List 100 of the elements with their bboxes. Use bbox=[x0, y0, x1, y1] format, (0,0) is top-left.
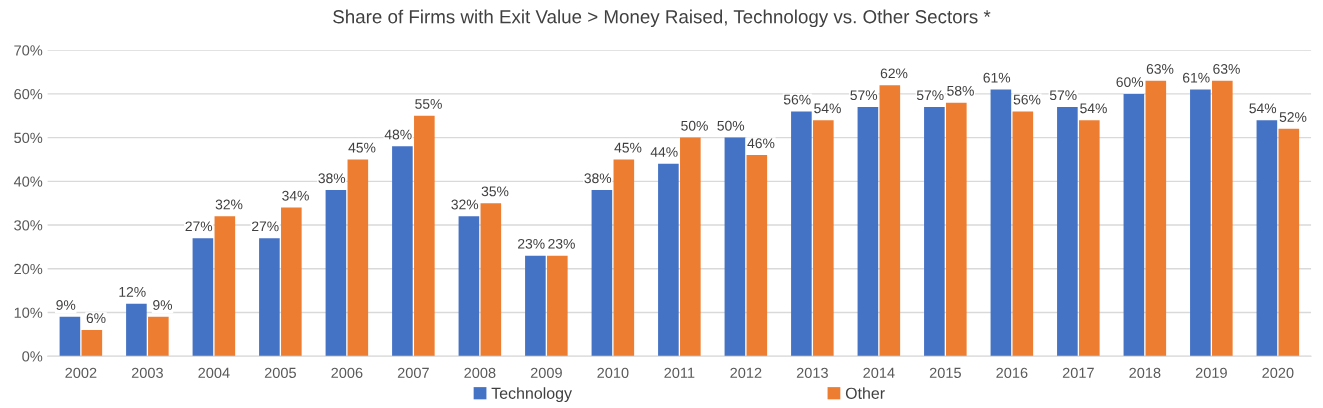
y-tick-label: 60% bbox=[14, 89, 43, 100]
data-label: 27% bbox=[252, 221, 279, 232]
bar bbox=[879, 85, 901, 357]
x-tick-label: 2011 bbox=[664, 367, 695, 379]
bar bbox=[746, 155, 768, 357]
x-tick-label: 2009 bbox=[530, 367, 562, 379]
data-label: 63% bbox=[1146, 64, 1174, 74]
bar bbox=[813, 120, 834, 357]
x-tick-label: 2019 bbox=[1195, 367, 1227, 379]
data-label: 56% bbox=[1013, 94, 1041, 105]
bar bbox=[946, 102, 967, 357]
x-tick-label: 2005 bbox=[264, 367, 296, 379]
chart-title: Share of Firms with Exit Value > Money Raised, Technology vs. Other Sectors * bbox=[333, 9, 991, 28]
x-tick-label: 2015 bbox=[929, 367, 961, 379]
x-tick-label: 2008 bbox=[464, 367, 496, 379]
data-label: 32% bbox=[215, 199, 243, 210]
data-label: 48% bbox=[384, 129, 412, 140]
x-tick-label: 2018 bbox=[1129, 367, 1161, 379]
data-label: 62% bbox=[880, 68, 908, 79]
data-label: 34% bbox=[282, 190, 309, 201]
bar bbox=[680, 137, 701, 357]
data-label: 9% bbox=[56, 300, 76, 310]
bar bbox=[148, 316, 169, 357]
data-label: 57% bbox=[1049, 90, 1077, 101]
legend-label: Other bbox=[845, 387, 885, 399]
bar bbox=[1057, 107, 1078, 357]
x-tick-label: 2006 bbox=[331, 367, 363, 379]
bar bbox=[281, 207, 302, 357]
data-label: 55% bbox=[415, 99, 442, 109]
x-tick-label: 2014 bbox=[863, 367, 895, 379]
data-label: 45% bbox=[614, 142, 642, 153]
bar bbox=[924, 107, 945, 357]
bar bbox=[392, 146, 413, 357]
bar bbox=[857, 107, 879, 357]
data-label: 57% bbox=[916, 90, 944, 101]
y-tick-label: 30% bbox=[14, 220, 43, 231]
bar bbox=[724, 137, 746, 357]
bar bbox=[192, 238, 214, 357]
data-label: 58% bbox=[947, 85, 974, 96]
x-tick-label: 2017 bbox=[1062, 367, 1094, 379]
bar bbox=[325, 190, 347, 357]
data-label: 50% bbox=[681, 120, 708, 131]
data-label: 23% bbox=[548, 238, 575, 249]
bar bbox=[480, 203, 502, 357]
bar bbox=[1278, 128, 1300, 357]
bar bbox=[1079, 120, 1100, 357]
data-label: 9% bbox=[153, 300, 173, 310]
bar bbox=[347, 159, 369, 357]
bar bbox=[547, 255, 568, 357]
bar bbox=[1256, 120, 1278, 357]
x-tick-label: 2003 bbox=[131, 367, 163, 379]
data-label: 57% bbox=[850, 90, 878, 101]
x-tick-label: 2004 bbox=[198, 367, 230, 379]
y-tick-label: 40% bbox=[13, 176, 43, 187]
data-label: 27% bbox=[185, 221, 213, 232]
bar bbox=[990, 89, 1012, 357]
data-label: 54% bbox=[814, 103, 841, 114]
bar bbox=[1123, 93, 1145, 357]
x-tick-label: 2010 bbox=[597, 367, 629, 379]
y-tick-label: 50% bbox=[14, 132, 43, 144]
data-label: 61% bbox=[1183, 72, 1210, 83]
bar bbox=[1012, 111, 1034, 357]
legend-label: Technology bbox=[491, 387, 572, 403]
bar bbox=[414, 115, 435, 357]
data-label: 38% bbox=[318, 173, 346, 184]
x-tick-label: 2012 bbox=[730, 367, 762, 379]
data-label: 38% bbox=[584, 173, 612, 184]
x-tick-label: 2020 bbox=[1262, 367, 1294, 379]
bar bbox=[1190, 89, 1211, 357]
data-label: 52% bbox=[1279, 112, 1307, 122]
data-label: 56% bbox=[783, 94, 811, 105]
y-tick-label: 70% bbox=[14, 45, 43, 56]
data-label: 50% bbox=[717, 120, 745, 131]
data-label: 32% bbox=[451, 199, 479, 210]
bar bbox=[214, 216, 236, 357]
bar bbox=[525, 255, 546, 357]
bar bbox=[126, 303, 147, 357]
bar bbox=[791, 111, 812, 357]
bar bbox=[259, 238, 280, 357]
data-label: 12% bbox=[119, 286, 146, 297]
data-label: 23% bbox=[518, 238, 545, 249]
data-label: 35% bbox=[481, 186, 509, 197]
bar bbox=[1145, 80, 1167, 357]
x-tick-label: 2002 bbox=[65, 367, 97, 379]
data-label: 6% bbox=[86, 313, 106, 324]
x-tick-label: 2013 bbox=[796, 367, 828, 379]
bar bbox=[658, 163, 679, 357]
data-label: 45% bbox=[348, 142, 376, 153]
x-tick-label: 2007 bbox=[397, 367, 429, 379]
bar bbox=[59, 316, 81, 357]
y-tick-label: 20% bbox=[14, 263, 43, 275]
data-label: 46% bbox=[747, 138, 775, 149]
x-tick-label: 2016 bbox=[996, 367, 1028, 379]
data-label: 61% bbox=[983, 72, 1011, 83]
bar bbox=[613, 159, 635, 357]
data-label: 54% bbox=[1249, 103, 1277, 114]
data-label: 54% bbox=[1080, 103, 1107, 114]
bar bbox=[458, 216, 480, 357]
data-label: 44% bbox=[650, 147, 678, 157]
data-label: 60% bbox=[1116, 77, 1144, 87]
